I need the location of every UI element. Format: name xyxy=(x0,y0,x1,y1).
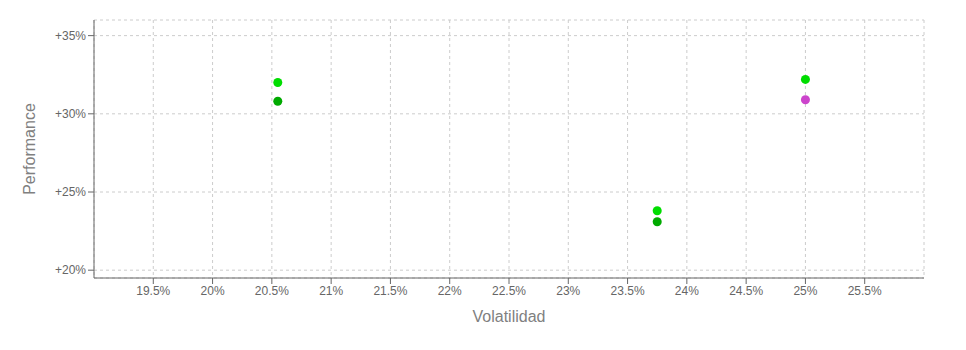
svg-text:25%: 25% xyxy=(793,284,817,298)
svg-text:23%: 23% xyxy=(556,284,580,298)
svg-text:19.5%: 19.5% xyxy=(136,284,170,298)
svg-text:22.5%: 22.5% xyxy=(492,284,526,298)
svg-text:22%: 22% xyxy=(438,284,462,298)
svg-text:+20%: +20% xyxy=(55,263,86,277)
svg-text:23.5%: 23.5% xyxy=(611,284,645,298)
svg-text:+25%: +25% xyxy=(55,185,86,199)
svg-text:21%: 21% xyxy=(319,284,343,298)
svg-text:20%: 20% xyxy=(201,284,225,298)
svg-text:25.5%: 25.5% xyxy=(848,284,882,298)
svg-text:+35%: +35% xyxy=(55,29,86,43)
svg-text:Performance: Performance xyxy=(21,103,38,195)
svg-text:24.5%: 24.5% xyxy=(729,284,763,298)
svg-text:+30%: +30% xyxy=(55,107,86,121)
svg-text:24%: 24% xyxy=(675,284,699,298)
svg-text:21.5%: 21.5% xyxy=(373,284,407,298)
svg-text:20.5%: 20.5% xyxy=(255,284,289,298)
svg-text:Volatilidad: Volatilidad xyxy=(473,308,546,325)
